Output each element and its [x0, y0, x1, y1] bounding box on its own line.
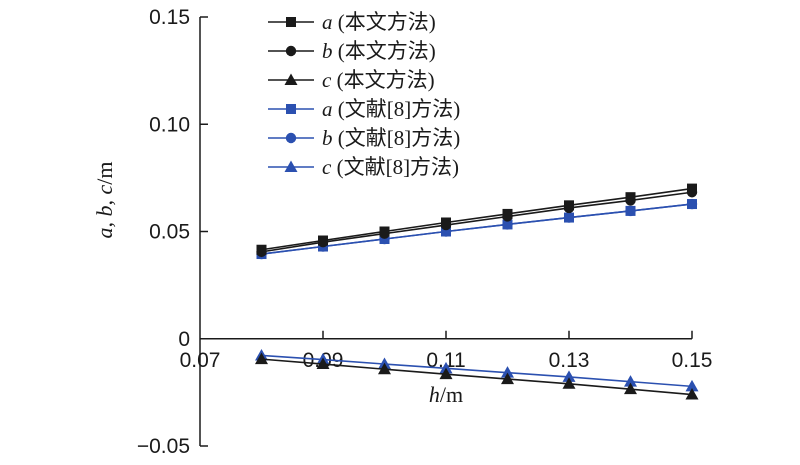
data-point — [439, 367, 453, 380]
y-tick-label: 0.10 — [149, 113, 190, 136]
series-line — [261, 358, 693, 396]
legend-marker — [285, 132, 297, 144]
legend-marker — [284, 160, 298, 172]
legend-marker — [285, 45, 297, 57]
data-point — [256, 246, 267, 258]
legend-item: b (本文方法) — [268, 39, 436, 63]
data-point — [440, 219, 452, 231]
legend-label: c (本文方法) — [322, 68, 435, 92]
legend-label: b (本文方法) — [322, 39, 436, 63]
data-point — [502, 219, 513, 230]
data-point — [563, 202, 575, 214]
y-axis-label: a, b, c/m — [92, 162, 117, 239]
legend-item: c (本文方法) — [268, 68, 435, 92]
data-point — [379, 228, 390, 239]
data-point — [316, 357, 330, 370]
series-1 — [256, 187, 698, 258]
legend: a (本文方法) b (本文方法) c (本文方法) a (文献[8]方法) b (文献… — [268, 10, 460, 179]
y-tick-label: 0 — [178, 328, 190, 351]
data-point — [686, 198, 698, 210]
legend-marker — [286, 17, 296, 27]
y-tick-label: 0.15 — [149, 6, 190, 29]
legend-label: b (文献[8]方法) — [322, 126, 460, 150]
data-point — [624, 382, 637, 395]
series-4 — [256, 198, 698, 260]
data-point — [501, 372, 514, 385]
data-point — [501, 366, 514, 378]
data-point — [317, 237, 329, 248]
legend-label: a (本文方法) — [322, 10, 436, 34]
data-point — [686, 187, 698, 198]
y-tick-label: 0.05 — [149, 221, 190, 244]
data-point — [563, 212, 575, 223]
legend-item: b (文献[8]方法) — [268, 126, 460, 150]
axes: 0.150.100.050−0.050.070.090.110.130.15 — [137, 6, 713, 458]
x-tick-label: 0.11 — [426, 349, 465, 372]
legend-item: a (文献[8]方法) — [268, 97, 460, 121]
legend-label: c (文献[8]方法) — [322, 155, 459, 179]
data-point — [502, 211, 513, 222]
series-2 — [255, 352, 699, 400]
legend-marker — [286, 104, 296, 114]
legend-item: a (本文方法) — [268, 10, 436, 34]
legend-label: a (文献[8]方法) — [322, 97, 460, 121]
series-line — [261, 187, 693, 251]
legend-marker — [284, 73, 298, 85]
series-5 — [255, 348, 699, 392]
data-point — [625, 195, 636, 206]
legend-item: c (文献[8]方法) — [268, 155, 459, 179]
data-point — [255, 352, 268, 365]
series-line — [261, 191, 693, 253]
data-point — [624, 375, 637, 387]
data-point — [685, 388, 699, 400]
x-tick-label: 0.07 — [180, 349, 221, 372]
data-point — [685, 379, 699, 392]
y-tick-label: −0.05 — [137, 435, 190, 458]
series-line — [261, 354, 693, 388]
data-point — [378, 362, 391, 375]
data-point — [439, 361, 453, 374]
data-point — [625, 205, 636, 217]
x-tick-label: 0.13 — [549, 349, 590, 372]
data-point — [562, 370, 576, 382]
series-line — [261, 203, 693, 255]
data-point — [562, 377, 576, 389]
x-tick-label: 0.15 — [672, 349, 713, 372]
series-layer — [255, 183, 699, 400]
x-axis-label: h/m — [429, 382, 463, 407]
